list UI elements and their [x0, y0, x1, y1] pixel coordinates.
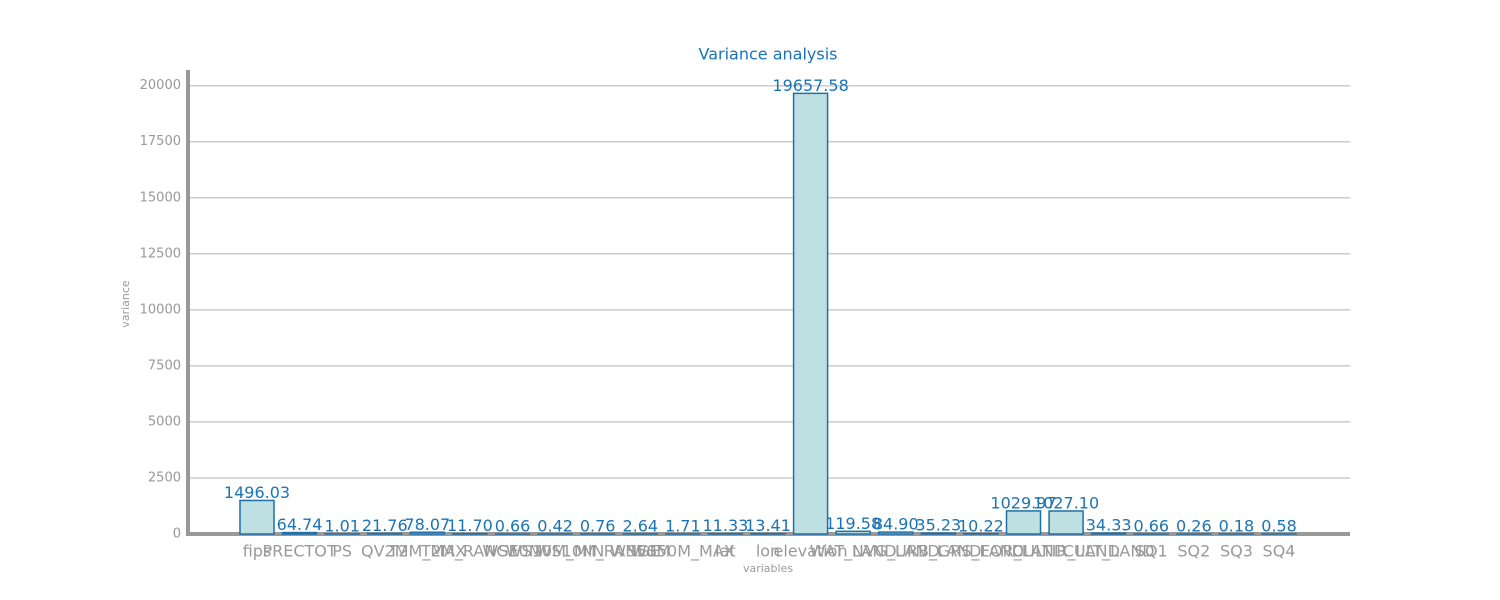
value-label: 11.33: [703, 516, 749, 535]
value-label: 13.41: [745, 516, 791, 535]
value-label: 10.22: [958, 516, 1004, 535]
x-tick-label: T2M_MAX: [388, 542, 467, 562]
value-label: 0.26: [1176, 516, 1212, 535]
y-tick-label: 12500: [140, 246, 181, 261]
bar: [920, 532, 957, 535]
x-tick-label: elevation: [774, 542, 848, 561]
bar: [409, 531, 446, 535]
bar: [239, 499, 275, 535]
y-tick-label: 5000: [148, 414, 181, 429]
value-label: 78.07: [404, 515, 450, 534]
value-label: 0.58: [1261, 516, 1297, 535]
value-label: 11.70: [447, 516, 493, 535]
chart-title: Variance analysis: [699, 45, 838, 64]
x-tick-label: WS50M_MAX: [631, 542, 735, 562]
bar: [792, 92, 829, 535]
x-tick-label: fips: [243, 542, 272, 561]
value-label: 0.66: [1133, 516, 1169, 535]
value-label: 21.76: [362, 516, 408, 535]
x-tick-label: SQ4: [1263, 542, 1296, 561]
bar: [1005, 510, 1042, 535]
y-tick-label: 7500: [148, 358, 181, 373]
x-tick-label: PRECTOT: [262, 542, 336, 561]
y-tick-label: 20000: [140, 78, 181, 93]
value-label: 19657.58: [772, 76, 848, 95]
value-label: 1.01: [324, 516, 360, 535]
value-label: 64.74: [277, 515, 323, 534]
x-tick-label: SQ1: [1135, 542, 1168, 561]
value-label: 34.33: [1086, 516, 1132, 535]
value-label: 0.42: [537, 516, 573, 535]
x-tick-label: CULTIR_LAND: [1012, 542, 1120, 562]
x-tick-label: WAT_LAND: [810, 542, 897, 562]
value-label: 0.76: [580, 516, 616, 535]
x-tick-label: PS: [332, 542, 352, 561]
value-label: 1027.10: [1033, 493, 1099, 512]
x-tick-label: WS10M: [482, 542, 542, 561]
y-axis-label: variance: [119, 280, 132, 328]
value-label: 0.18: [1219, 516, 1255, 535]
bar: [1090, 532, 1127, 535]
x-axis-label: variables: [743, 562, 793, 575]
bar: [835, 530, 871, 535]
value-label: 1.71: [665, 516, 701, 535]
value-label: 2.64: [622, 516, 658, 535]
value-label: 0.66: [495, 516, 531, 535]
x-tick-label: CULT_LAND: [1063, 542, 1155, 562]
x-tick-label: WS10M_MIN: [506, 542, 605, 562]
x-tick-label: WS50M: [610, 542, 670, 561]
y-tick-label: 10000: [140, 302, 181, 317]
value-label: 35.23: [915, 516, 961, 535]
y-tick-label: 0: [173, 527, 181, 542]
x-tick-label: NVG_LAND: [852, 542, 940, 562]
x-tick-label: SQ2: [1177, 542, 1210, 561]
value-label: 1029.97: [990, 493, 1056, 512]
x-tick-label: SQ3: [1220, 542, 1253, 561]
x-tick-label: QV2M: [361, 542, 409, 561]
bar: [281, 531, 318, 535]
x-tick-label: lat: [715, 542, 736, 561]
y-tick-label: 2500: [148, 470, 181, 485]
value-label: 1496.03: [224, 483, 290, 502]
x-tick-label: T2M_RANGE: [420, 542, 519, 562]
y-tick-label: 17500: [140, 134, 181, 149]
x-tick-label: URB_LAND: [895, 542, 981, 562]
x-tick-label: WS10M_RANGE: [536, 542, 660, 562]
bar: [878, 531, 914, 535]
x-tick-label: GRS_LAND: [938, 542, 1024, 562]
y-tick-label: 15000: [140, 190, 181, 205]
value-label: 84.90: [873, 515, 919, 534]
x-tick-label: lon: [756, 542, 780, 561]
value-label: 119.58: [825, 514, 881, 533]
bar: [1048, 510, 1084, 535]
x-tick-label: FOR_LAND: [981, 542, 1066, 562]
